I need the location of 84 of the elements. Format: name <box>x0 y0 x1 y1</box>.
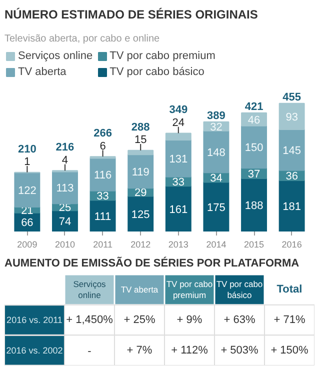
bar <box>278 180 305 232</box>
bar <box>241 178 267 232</box>
text: - <box>88 345 92 358</box>
x-tick-label: 2016 <box>282 240 302 250</box>
legend-label: TV por cabo básico <box>110 66 204 78</box>
category-label: 2016 vs. 2002 <box>6 345 63 356</box>
chart-subtitle: Televisão aberta, por cabo e online <box>4 34 160 44</box>
data-label: 93 <box>286 111 298 124</box>
bar <box>203 130 230 174</box>
total-label: 210 <box>18 143 36 156</box>
data-label: 37 <box>248 168 260 180</box>
text: + 503% <box>220 344 258 356</box>
data-label: 188 <box>244 200 264 212</box>
bar <box>128 150 154 156</box>
data-label: 145 <box>282 144 301 157</box>
data-label: 116 <box>94 170 112 182</box>
data-label: 32 <box>210 121 222 134</box>
chart-title: NÚMERO ESTIMADO DE SÉRIES ORIGINAIS <box>4 8 258 22</box>
data-label: 111 <box>94 210 112 223</box>
x-tick-label: 2015 <box>244 240 264 250</box>
data-label: 122 <box>18 184 36 197</box>
x-tick-label: 2012 <box>130 240 151 250</box>
total-label: 288 <box>131 121 150 134</box>
text: + 71% <box>274 314 306 326</box>
text: + 150% <box>270 344 308 356</box>
data-label: 36 <box>286 170 298 182</box>
x-tick-label: 2014 <box>206 240 226 250</box>
total-label: 455 <box>282 92 301 104</box>
data-label: 33 <box>96 190 109 203</box>
data-label: 119 <box>132 166 150 178</box>
x-tick-label: 2009 <box>17 240 38 250</box>
legend-label: TV aberta <box>18 66 66 78</box>
data-label: 1 <box>24 156 30 168</box>
category-label: Total <box>276 284 302 296</box>
bar <box>278 129 305 171</box>
bar <box>203 182 230 232</box>
category-label: TV por cabo básico <box>216 279 263 300</box>
bar <box>165 186 192 232</box>
bar <box>241 125 267 169</box>
bar <box>165 139 192 178</box>
data-label: 175 <box>207 202 226 214</box>
data-label: 46 <box>248 114 260 126</box>
legend-label: TV por cabo premium <box>110 50 216 62</box>
data-label: 33 <box>172 176 185 188</box>
total-label: 216 <box>56 142 74 154</box>
category-label: Serviços online <box>73 279 106 300</box>
text: + 1,450% <box>66 314 113 326</box>
category-label: TV aberta <box>120 284 158 295</box>
x-tick-label: 2011 <box>93 240 112 250</box>
bar <box>14 172 40 208</box>
text: + 63% <box>224 314 256 326</box>
category-label: 2016 vs. 2011 <box>6 315 62 325</box>
text: + 9% <box>176 314 202 326</box>
data-label: 113 <box>56 182 74 195</box>
legend-label: Serviços online <box>18 50 93 62</box>
x-tick-label: 2010 <box>54 240 76 250</box>
data-label: 6 <box>100 140 106 152</box>
data-label: 161 <box>169 204 188 216</box>
data-label: 15 <box>134 134 147 146</box>
text: + 112% <box>171 344 208 356</box>
category-label: TV por cabo premium <box>166 279 213 300</box>
text: + 25% <box>124 314 156 326</box>
data-label: 131 <box>169 153 188 166</box>
total-label: 421 <box>244 101 264 114</box>
text: AUMENTO DE EMISSÃO DE SÉRIES POR PLATAFORMA <box>4 256 300 270</box>
bar <box>278 102 305 130</box>
total-label: 349 <box>169 104 188 116</box>
bar <box>90 200 116 232</box>
data-label: 125 <box>131 208 150 221</box>
total-label: 266 <box>94 128 112 140</box>
data-label: 148 <box>207 146 226 159</box>
data-label: 74 <box>58 216 72 228</box>
data-label: 34 <box>210 172 222 184</box>
data-label: 29 <box>134 187 147 200</box>
data-label: 150 <box>244 142 264 154</box>
total-label: 389 <box>207 110 226 122</box>
bar <box>128 154 154 189</box>
x-tick-label: 2013 <box>168 240 188 250</box>
bar <box>165 132 192 140</box>
data-label: 4 <box>62 154 68 166</box>
data-label: 66 <box>21 217 34 230</box>
data-label: 24 <box>172 116 185 129</box>
data-label: 181 <box>282 201 301 214</box>
text: + 7% <box>126 344 152 356</box>
